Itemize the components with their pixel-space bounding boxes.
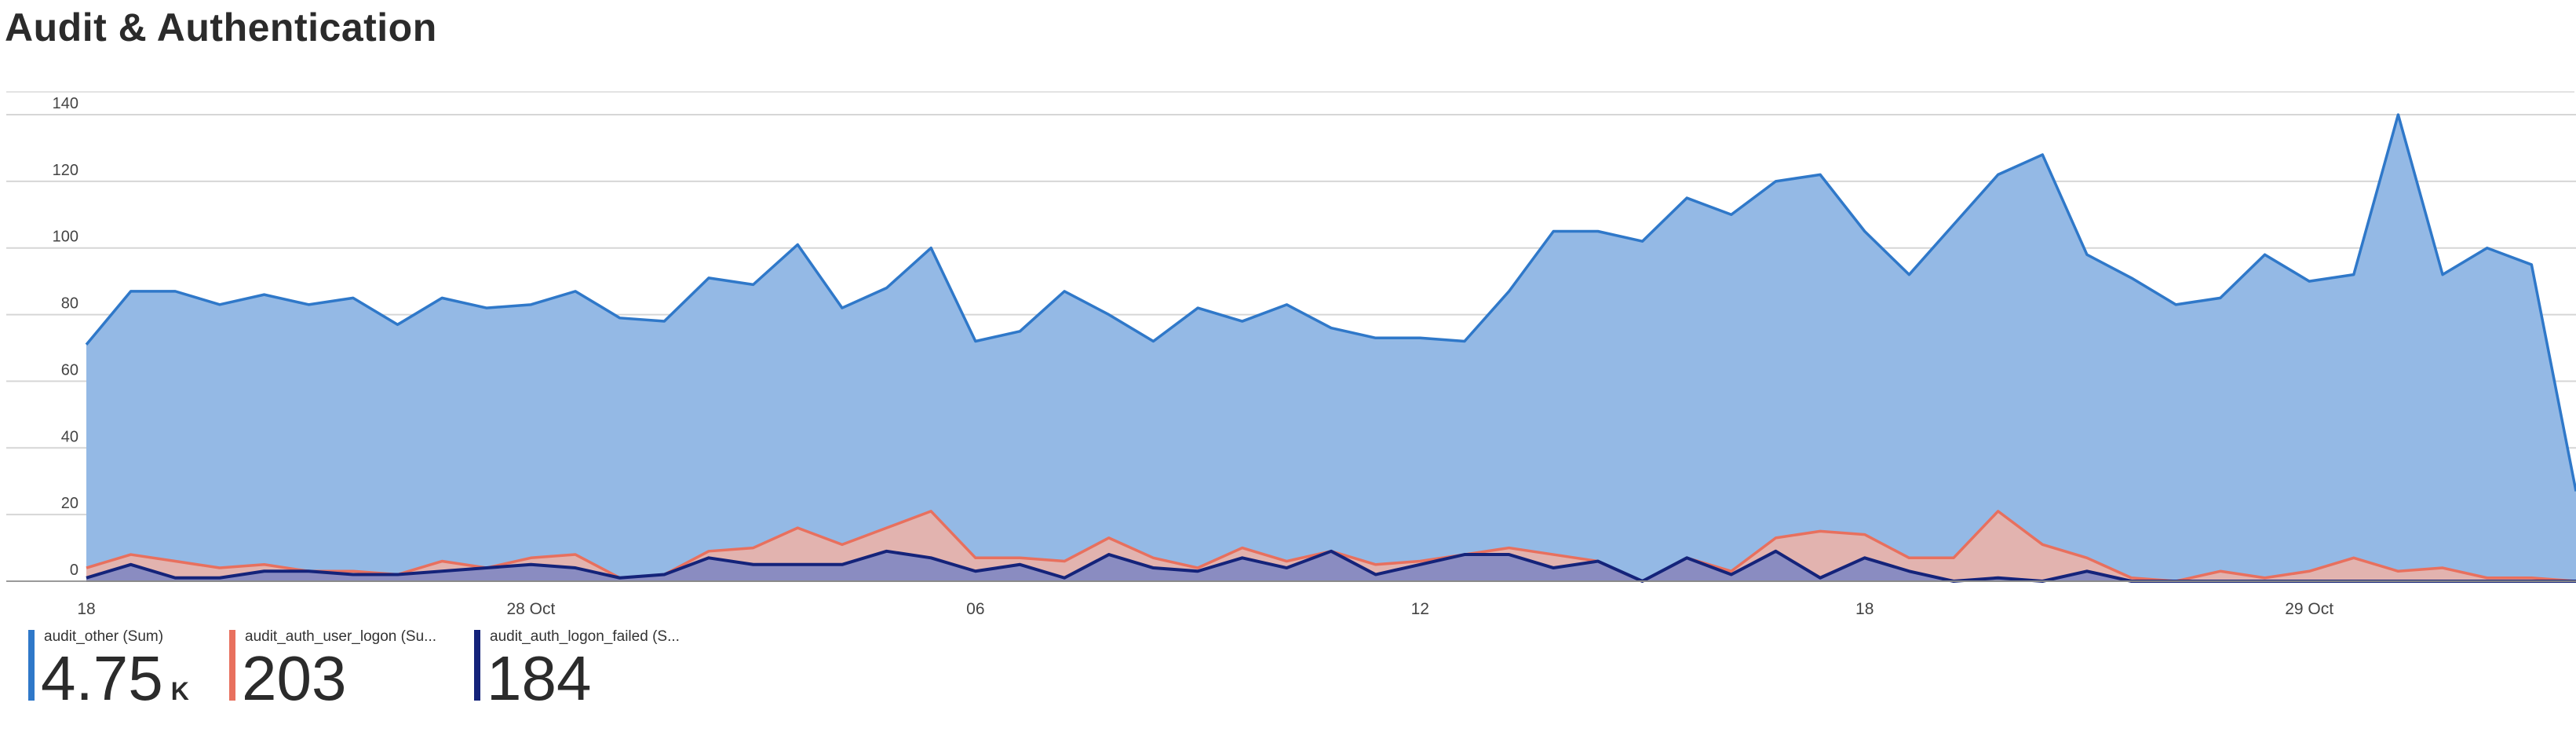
x-tick-label: 18 — [77, 600, 95, 618]
x-tick-label: 29 Oct — [2285, 600, 2333, 618]
legend-value: 203 — [242, 647, 346, 710]
y-tick-label: 140 — [53, 95, 78, 112]
y-tick-label: 60 — [61, 361, 78, 379]
area-fill-series-0 — [86, 115, 2576, 581]
x-tick-label: 12 — [1411, 600, 1429, 618]
y-tick-label: 0 — [70, 562, 78, 579]
legend-number: 184 — [487, 643, 591, 713]
y-tick-label: 40 — [61, 428, 78, 445]
legend-swatch — [28, 630, 35, 701]
legend-item-audit-other[interactable]: audit_other (Sum) 4.75 K — [28, 628, 224, 701]
x-tick-label: 06 — [966, 600, 984, 618]
legend-number: 203 — [242, 643, 346, 713]
x-tick-label: 18 — [1855, 600, 1874, 618]
y-tick-label: 100 — [53, 229, 78, 246]
y-tick-label: 20 — [61, 495, 78, 512]
legend-number: 4.75 — [41, 643, 163, 713]
legend-swatch — [229, 630, 235, 701]
legend-item-audit-auth-user-logon[interactable]: audit_auth_user_logon (Su... 203 — [229, 628, 457, 701]
y-tick-label: 80 — [61, 295, 78, 313]
x-tick-label: 28 Oct — [506, 600, 555, 618]
legend-swatch — [474, 630, 480, 701]
legend-unit: K — [171, 677, 189, 705]
legend-value: 184 — [487, 647, 591, 710]
y-tick-label: 120 — [53, 162, 78, 179]
legend-item-audit-auth-logon-failed[interactable]: audit_auth_logon_failed (S... 184 — [474, 628, 710, 701]
legend-value: 4.75 K — [41, 647, 189, 723]
